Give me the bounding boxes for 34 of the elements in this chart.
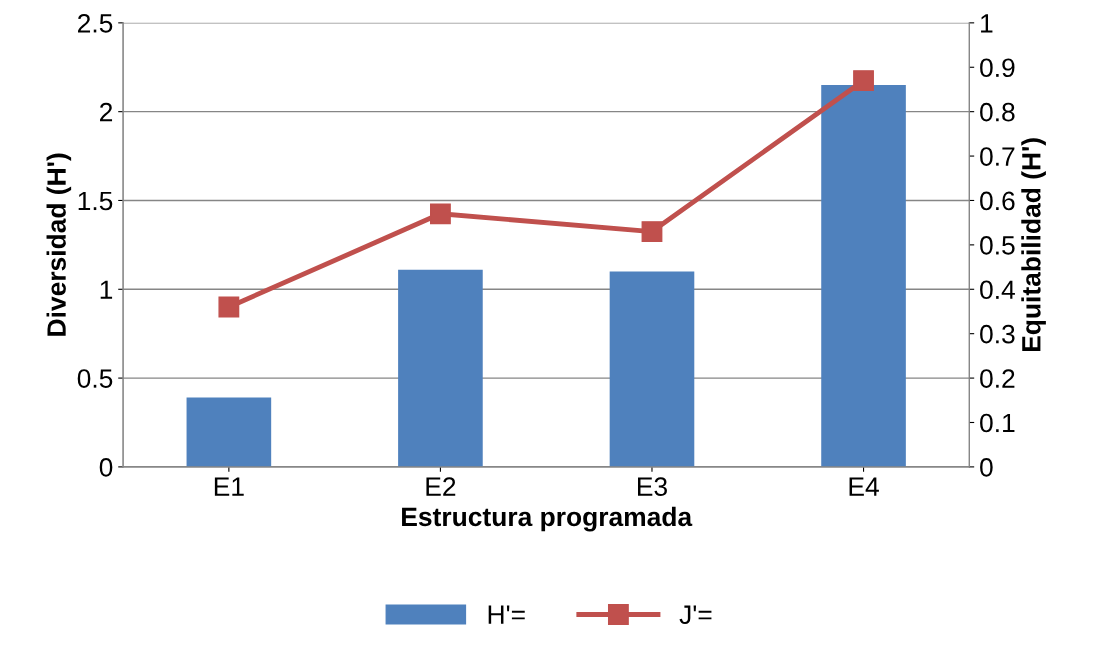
x-tick-label: E4: [849, 477, 879, 496]
bar: [609, 271, 695, 467]
bar: [821, 85, 906, 467]
y2-tick-label: 0.4: [980, 280, 1015, 300]
y2-tick-label: 0.6: [980, 191, 1015, 211]
y-tick-label: 0: [99, 458, 113, 477]
y2-tick-label: 0.2: [980, 369, 1015, 388]
y-tick-label: 2.5: [78, 13, 113, 33]
y2-tick-label: 0.9: [980, 58, 1015, 78]
x-tick-label: E3: [638, 477, 667, 496]
legend-label: H'=: [488, 605, 525, 624]
bar: [398, 269, 483, 467]
point: [430, 203, 451, 225]
y-tick-label: 2: [100, 102, 113, 122]
point: [853, 70, 874, 91]
y-tick-label: 1.5: [78, 191, 113, 211]
x-tick-label: E2: [426, 477, 456, 496]
point: [641, 221, 663, 242]
y2-tick-label: 0.3: [980, 324, 1015, 344]
y2-tick-label: 0.1: [980, 413, 1015, 433]
point: [218, 296, 240, 318]
y2-tick-label: 0.7: [980, 147, 1015, 166]
x-axis-title: Estructura programada: [402, 506, 693, 532]
x-tick-label: E1: [214, 477, 244, 496]
y2-tick-label: 0.5: [980, 236, 1015, 255]
y2-tick-label: 0: [980, 458, 993, 477]
y-tick-label: 0.5: [77, 369, 113, 388]
y2-tick-label: 0.8: [980, 102, 1015, 122]
y2-axis-title: Equitabilidad (H'): [1021, 138, 1046, 352]
y2-tick-label: 1: [981, 14, 993, 33]
y-axis-title: Diversidad (H'): [46, 153, 72, 336]
bar: [186, 397, 272, 467]
y-tick-label: 1: [100, 280, 113, 299]
legend-label: J'=: [679, 605, 712, 625]
